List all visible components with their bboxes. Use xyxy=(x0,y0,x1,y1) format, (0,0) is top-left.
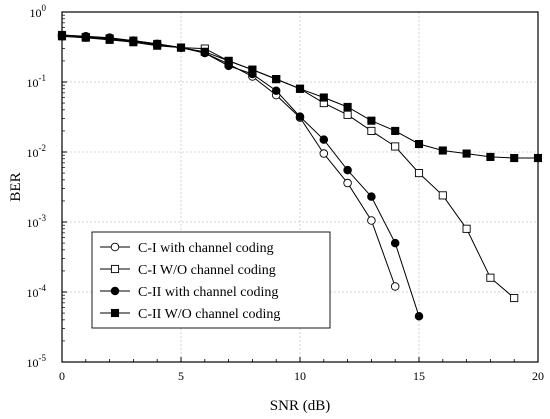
y-tick-label: 100 xyxy=(30,3,47,20)
data-point xyxy=(272,75,281,84)
y-tick-label: 10-4 xyxy=(27,283,47,300)
data-point xyxy=(367,116,376,125)
data-point xyxy=(343,110,352,119)
data-point xyxy=(462,149,471,158)
y-axis-title: BER xyxy=(8,172,24,201)
y-tick-label: 10-1 xyxy=(27,73,47,90)
data-point xyxy=(343,102,352,112)
data-point xyxy=(414,139,424,149)
data-point xyxy=(390,282,400,291)
y-tick-label: 10-3 xyxy=(27,213,47,230)
legend-item: C-II W/O channel coding xyxy=(100,307,280,322)
data-point xyxy=(57,32,67,41)
data-point xyxy=(271,86,281,95)
legend-label: C-II W/O channel coding xyxy=(138,307,280,322)
x-tick-label: 20 xyxy=(532,369,544,383)
x-tick-label: 15 xyxy=(413,369,425,383)
data-point xyxy=(343,165,352,175)
data-point xyxy=(319,135,329,144)
data-point xyxy=(367,126,376,135)
legend-item: C-I W/O channel coding xyxy=(100,263,276,278)
data-point xyxy=(533,153,543,163)
data-point xyxy=(510,293,519,303)
x-tick-label: 0 xyxy=(59,369,65,383)
data-point xyxy=(391,142,400,151)
data-point xyxy=(367,192,376,201)
data-point xyxy=(486,273,495,282)
x-tick-label: 10 xyxy=(294,369,306,383)
data-point xyxy=(462,224,471,233)
data-point xyxy=(438,191,447,200)
legend-swatch-marker xyxy=(110,286,120,296)
data-point xyxy=(295,112,305,121)
legend-swatch-marker xyxy=(110,308,120,318)
y-tick-label: 10-5 xyxy=(27,353,47,370)
legend-label: C-I W/O channel coding xyxy=(138,263,276,278)
data-point xyxy=(176,43,186,52)
ticks: 0 5 10 15 20 100 10-1 10-2 10-3 10-4 10-5 xyxy=(27,3,545,383)
series-4 xyxy=(57,32,543,163)
data-point xyxy=(129,38,138,47)
data-point xyxy=(414,169,424,178)
data-point xyxy=(81,33,90,42)
data-point xyxy=(200,47,209,56)
data-point xyxy=(153,41,162,50)
data-point xyxy=(390,238,400,248)
legend-label: C-I with channel coding xyxy=(138,241,274,256)
data-point xyxy=(343,178,352,188)
data-point xyxy=(319,149,329,158)
legend-swatch-marker xyxy=(110,242,120,252)
legend-swatch-marker xyxy=(110,264,120,274)
data-point xyxy=(248,65,257,74)
legend: C-I with channel coding C-I W/O channel c… xyxy=(91,231,331,329)
data-point xyxy=(486,152,495,161)
x-tick-label: 5 xyxy=(178,369,184,383)
x-axis-title: SNR (dB) xyxy=(270,398,330,414)
legend-item: C-II with channel coding xyxy=(100,285,278,300)
data-point xyxy=(105,35,114,44)
y-tick-label: 10-2 xyxy=(27,143,47,160)
data-point xyxy=(391,126,400,135)
data-point xyxy=(224,56,233,65)
series xyxy=(57,30,543,321)
legend-box xyxy=(91,231,331,329)
data-point xyxy=(414,312,424,321)
data-point xyxy=(510,153,519,163)
legend-item: C-I with channel coding xyxy=(100,241,274,256)
series-line xyxy=(61,34,420,317)
data-point xyxy=(438,146,447,155)
legend-label: C-II with channel coding xyxy=(138,285,278,300)
data-point xyxy=(295,84,305,93)
data-point xyxy=(367,216,376,225)
data-point xyxy=(319,93,328,102)
